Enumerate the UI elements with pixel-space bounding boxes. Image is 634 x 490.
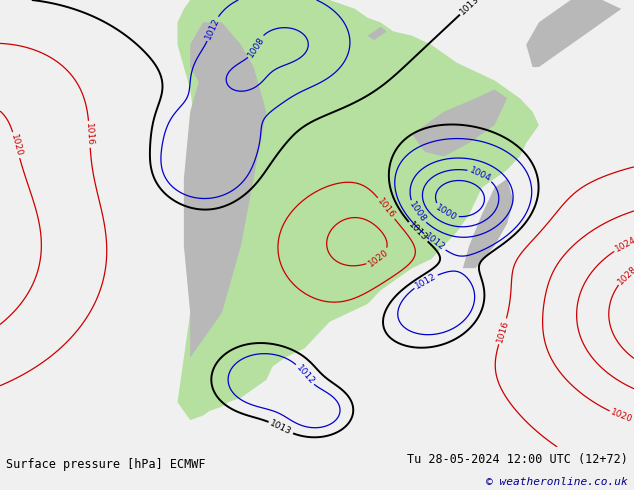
Polygon shape [368, 27, 387, 40]
Text: 1028: 1028 [616, 264, 634, 286]
Text: 1020: 1020 [610, 408, 634, 425]
Polygon shape [526, 0, 621, 67]
Text: 1016: 1016 [495, 319, 510, 343]
Text: 1004: 1004 [468, 165, 493, 183]
Text: 1013: 1013 [268, 419, 293, 437]
Polygon shape [178, 0, 539, 420]
Polygon shape [184, 45, 266, 358]
Text: 1024: 1024 [614, 235, 634, 254]
Text: 1016: 1016 [375, 196, 397, 220]
Text: 1008: 1008 [407, 200, 427, 224]
Text: 1012: 1012 [204, 16, 221, 41]
Text: 1013: 1013 [458, 0, 481, 17]
Polygon shape [412, 89, 507, 156]
Text: 1000: 1000 [434, 203, 458, 222]
Text: © weatheronline.co.uk: © weatheronline.co.uk [486, 477, 628, 487]
Text: 1012: 1012 [294, 363, 316, 386]
Text: 1008: 1008 [246, 34, 266, 59]
Text: Surface pressure [hPa] ECMWF: Surface pressure [hPa] ECMWF [6, 458, 206, 470]
Polygon shape [463, 179, 514, 268]
Text: 1016: 1016 [84, 122, 94, 146]
Text: 1020: 1020 [9, 133, 23, 157]
Text: 1012: 1012 [413, 271, 438, 291]
Text: Tu 28-05-2024 12:00 UTC (12+72): Tu 28-05-2024 12:00 UTC (12+72) [407, 453, 628, 466]
Text: 1020: 1020 [366, 247, 391, 269]
Text: 1012: 1012 [423, 232, 446, 253]
Polygon shape [190, 23, 241, 89]
Text: 1013: 1013 [407, 220, 429, 244]
